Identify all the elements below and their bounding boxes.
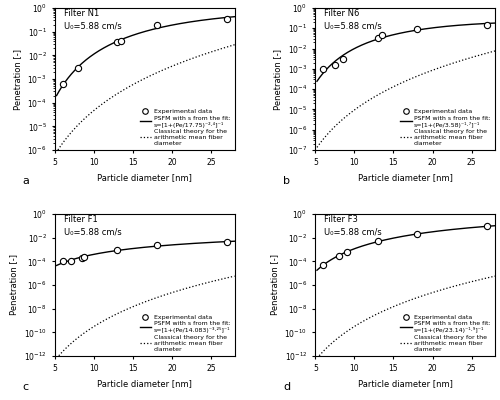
Text: Filter N6
U₀=5.88 cm/s: Filter N6 U₀=5.88 cm/s — [324, 10, 382, 30]
Text: c: c — [22, 382, 29, 392]
Y-axis label: Penetration [-]: Penetration [-] — [270, 254, 278, 316]
Text: d: d — [283, 382, 290, 392]
Text: Filter F3
U₀=5.88 cm/s: Filter F3 U₀=5.88 cm/s — [324, 215, 382, 236]
Legend: Experimental data, PSFM with s from the fit:
s=[1+(Pe/3.58)⁻¹·⁷]⁻¹, Classical th: Experimental data, PSFM with s from the … — [399, 107, 492, 147]
Legend: Experimental data, PSFM with s from the fit:
s=[1+(Pe/17.75)⁻²·⁴]⁻¹, Classical t: Experimental data, PSFM with s from the … — [138, 107, 232, 147]
X-axis label: Particle diameter [nm]: Particle diameter [nm] — [98, 379, 192, 388]
Y-axis label: Penetration [-]: Penetration [-] — [12, 48, 22, 110]
Text: b: b — [283, 176, 290, 186]
Text: Filter N1
U₀=5.88 cm/s: Filter N1 U₀=5.88 cm/s — [64, 10, 122, 30]
Legend: Experimental data, PSFM with s from the fit:
s=[1+(Pe/23.14)⁻¹·⁹]⁻¹, Classical t: Experimental data, PSFM with s from the … — [399, 313, 492, 353]
Y-axis label: Penetration [-]: Penetration [-] — [273, 48, 282, 110]
Text: a: a — [22, 176, 30, 186]
Y-axis label: Penetration [-]: Penetration [-] — [10, 254, 18, 316]
X-axis label: Particle diameter [nm]: Particle diameter [nm] — [358, 379, 452, 388]
Legend: Experimental data, PSFM with s from the fit:
s=[1+(Pe/14.083)⁻³·²⁵]⁻¹, Classical: Experimental data, PSFM with s from the … — [138, 313, 232, 353]
X-axis label: Particle diameter [nm]: Particle diameter [nm] — [358, 173, 452, 182]
X-axis label: Particle diameter [nm]: Particle diameter [nm] — [98, 173, 192, 182]
Text: Filter F1
U₀=5.88 cm/s: Filter F1 U₀=5.88 cm/s — [64, 215, 122, 236]
